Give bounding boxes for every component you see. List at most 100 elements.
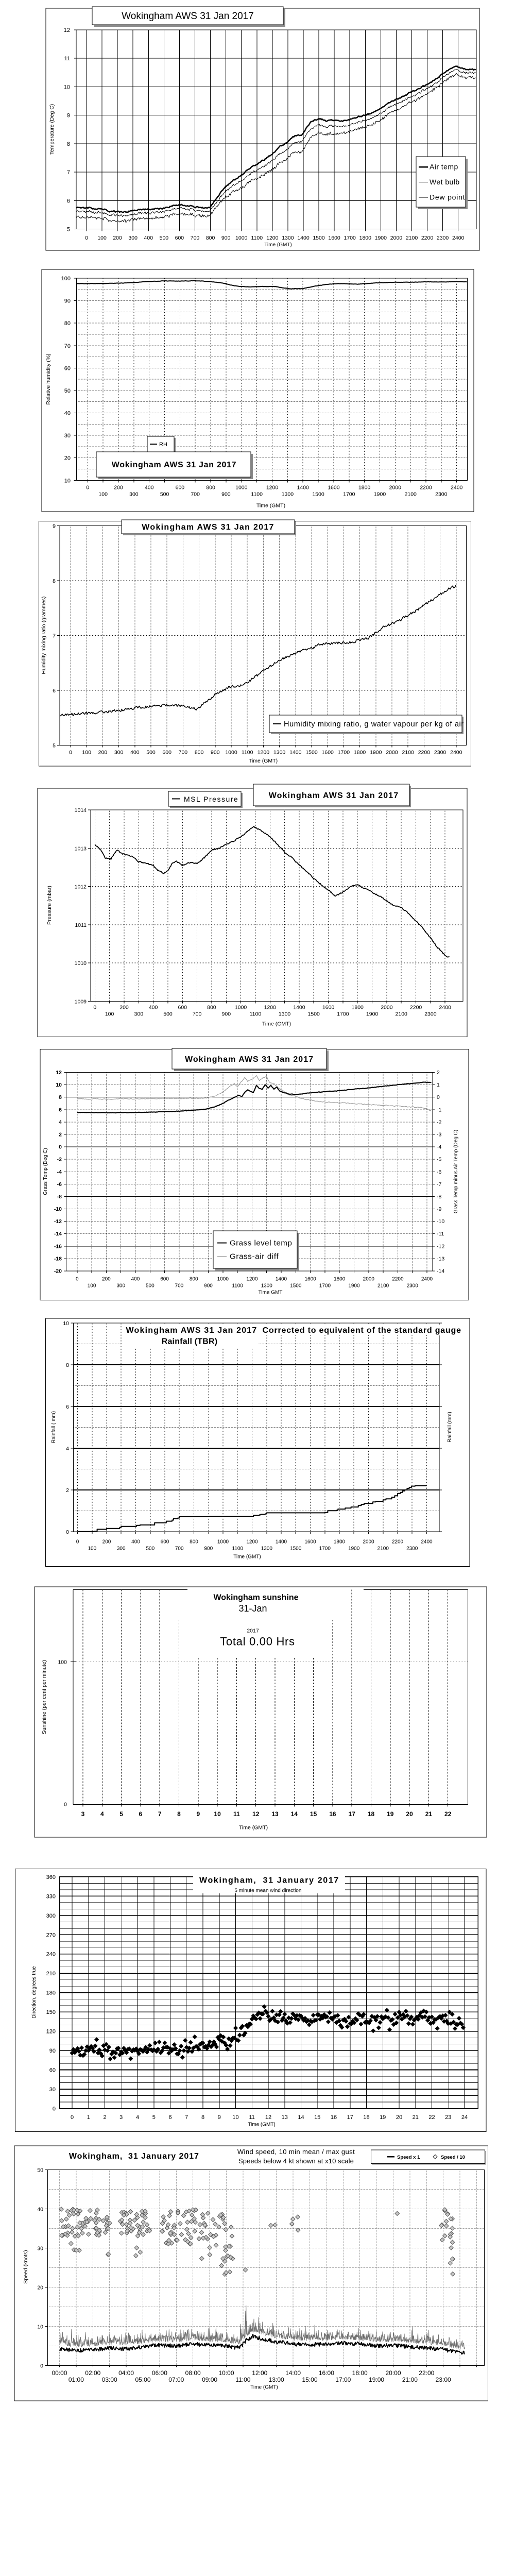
svg-text:Wokingham AWS 31 Jan 2017: Wokingham AWS 31 Jan 2017 xyxy=(185,1055,314,1064)
svg-text:12: 12 xyxy=(56,1070,62,1076)
svg-text:2000: 2000 xyxy=(363,1277,375,1282)
svg-text:Speed x 1: Speed x 1 xyxy=(397,2155,420,2160)
svg-text:-6: -6 xyxy=(437,1169,441,1175)
svg-text:16: 16 xyxy=(331,2114,337,2121)
svg-text:20: 20 xyxy=(64,455,71,462)
svg-text:90: 90 xyxy=(49,2048,56,2054)
svg-text:1300: 1300 xyxy=(273,750,286,756)
svg-text:2000: 2000 xyxy=(381,1005,393,1011)
svg-text:600: 600 xyxy=(162,750,171,756)
svg-text:2100: 2100 xyxy=(377,1546,389,1552)
svg-text:1500: 1500 xyxy=(290,1546,302,1552)
svg-text:10: 10 xyxy=(64,478,71,484)
svg-text:2200: 2200 xyxy=(410,1005,422,1011)
svg-text:2100: 2100 xyxy=(406,235,418,241)
svg-text:1500: 1500 xyxy=(290,1283,302,1289)
svg-text:13:00: 13:00 xyxy=(269,2376,284,2383)
svg-text:1100: 1100 xyxy=(232,1546,243,1552)
svg-text:1500: 1500 xyxy=(312,492,324,498)
svg-text:MSL Pressure: MSL Pressure xyxy=(184,795,238,803)
svg-text:700: 700 xyxy=(179,750,188,756)
svg-text:10: 10 xyxy=(214,1810,221,1818)
svg-text:1200: 1200 xyxy=(266,235,279,241)
svg-text:11:00: 11:00 xyxy=(235,2376,250,2383)
svg-text:700: 700 xyxy=(191,492,200,498)
svg-text:1800: 1800 xyxy=(358,485,371,491)
svg-text:4: 4 xyxy=(136,2114,139,2121)
svg-text:600: 600 xyxy=(160,1277,169,1282)
svg-text:100: 100 xyxy=(61,276,71,282)
svg-text:1010: 1010 xyxy=(75,960,87,967)
svg-text:900: 900 xyxy=(221,492,231,498)
svg-text:400: 400 xyxy=(145,485,154,491)
svg-text:21: 21 xyxy=(413,2114,419,2121)
svg-text:100: 100 xyxy=(105,1011,114,1018)
svg-text:1400: 1400 xyxy=(289,750,302,756)
svg-text:17: 17 xyxy=(347,2114,353,2121)
svg-text:1700: 1700 xyxy=(319,1546,331,1552)
svg-text:10: 10 xyxy=(56,1082,62,1088)
svg-text:100: 100 xyxy=(97,235,107,241)
svg-text:300: 300 xyxy=(117,1546,126,1552)
svg-text:16:00: 16:00 xyxy=(319,2369,334,2377)
svg-text:08:00: 08:00 xyxy=(185,2369,201,2377)
svg-text:1000: 1000 xyxy=(217,1539,229,1545)
svg-text:Wokingham AWS 31 Jan 2017: Wokingham AWS 31 Jan 2017 xyxy=(269,791,399,800)
svg-text:7: 7 xyxy=(158,1810,162,1818)
svg-text:50: 50 xyxy=(37,2167,43,2174)
svg-text:1400: 1400 xyxy=(297,485,310,491)
svg-text:Speeds below 4 kt shown at x10: Speeds below 4 kt shown at x10 scale xyxy=(238,2157,354,2165)
svg-text:2: 2 xyxy=(66,1487,69,1494)
svg-text:22:00: 22:00 xyxy=(419,2369,434,2377)
svg-text:1700: 1700 xyxy=(337,1011,349,1018)
svg-text:Wind speed, 10 min mean / max: Wind speed, 10 min mean / max gust xyxy=(237,2148,355,2156)
svg-text:-20: -20 xyxy=(54,1268,62,1275)
svg-text:10: 10 xyxy=(64,84,70,90)
svg-text:1600: 1600 xyxy=(328,485,340,491)
svg-text:500: 500 xyxy=(160,235,169,241)
svg-text:0: 0 xyxy=(85,235,88,241)
svg-text:16: 16 xyxy=(329,1810,336,1818)
svg-text:-3: -3 xyxy=(437,1132,441,1138)
svg-text:2: 2 xyxy=(103,2114,106,2121)
svg-text:360: 360 xyxy=(46,1874,56,1880)
svg-text:700: 700 xyxy=(175,1283,184,1289)
svg-text:1900: 1900 xyxy=(366,1011,379,1018)
svg-text:05:00: 05:00 xyxy=(135,2376,150,2383)
svg-text:8: 8 xyxy=(67,141,70,147)
svg-text:11: 11 xyxy=(249,2114,254,2121)
svg-text:9: 9 xyxy=(67,113,70,119)
svg-text:60: 60 xyxy=(64,365,71,371)
svg-text:240: 240 xyxy=(46,1952,56,1958)
svg-text:1200: 1200 xyxy=(246,1277,258,1282)
svg-text:1500: 1500 xyxy=(305,750,318,756)
svg-text:Wokingham, 31 January 2017: Wokingham, 31 January 2017 xyxy=(199,1876,339,1885)
svg-text:0: 0 xyxy=(76,1539,79,1545)
svg-text:-2: -2 xyxy=(57,1157,62,1163)
svg-text:22: 22 xyxy=(428,2114,435,2121)
svg-text:70: 70 xyxy=(64,343,71,349)
svg-text:800: 800 xyxy=(190,1277,198,1282)
svg-text:22: 22 xyxy=(444,1810,452,1818)
svg-text:Dew point: Dew point xyxy=(430,193,465,201)
svg-text:Temperature (Deg C): Temperature (Deg C) xyxy=(49,104,55,155)
svg-text:15:00: 15:00 xyxy=(302,2376,317,2383)
svg-text:2300: 2300 xyxy=(407,1283,419,1289)
svg-text:-12: -12 xyxy=(54,1218,62,1225)
svg-text:1900: 1900 xyxy=(374,492,386,498)
svg-text:300: 300 xyxy=(134,1011,144,1018)
svg-text:-16: -16 xyxy=(54,1243,62,1249)
svg-text:400: 400 xyxy=(130,750,140,756)
svg-text:2000: 2000 xyxy=(363,1539,374,1545)
svg-text:1400: 1400 xyxy=(276,1277,287,1282)
svg-text:14:00: 14:00 xyxy=(285,2369,301,2377)
svg-text:500: 500 xyxy=(163,1011,173,1018)
svg-text:-8: -8 xyxy=(437,1194,441,1200)
svg-text:Air temp: Air temp xyxy=(430,163,458,171)
svg-text:4: 4 xyxy=(59,1119,62,1125)
svg-text:14: 14 xyxy=(291,1810,298,1818)
svg-text:40: 40 xyxy=(37,2207,43,2213)
svg-text:15: 15 xyxy=(310,1810,317,1818)
svg-text:1400: 1400 xyxy=(293,1005,305,1011)
svg-text:14: 14 xyxy=(298,2114,304,2121)
